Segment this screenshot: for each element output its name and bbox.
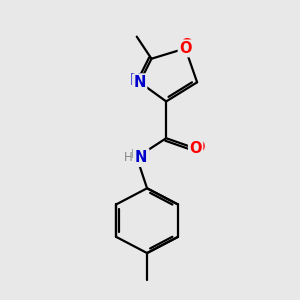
- Text: O: O: [192, 140, 205, 154]
- Text: N: N: [135, 150, 147, 165]
- Text: N: N: [130, 73, 142, 88]
- Text: N: N: [138, 148, 150, 164]
- Text: O: O: [189, 141, 202, 156]
- Text: O: O: [181, 38, 193, 53]
- Text: O: O: [179, 41, 192, 56]
- Text: N: N: [134, 75, 146, 90]
- Text: H: H: [124, 151, 133, 164]
- Text: H: H: [130, 148, 140, 161]
